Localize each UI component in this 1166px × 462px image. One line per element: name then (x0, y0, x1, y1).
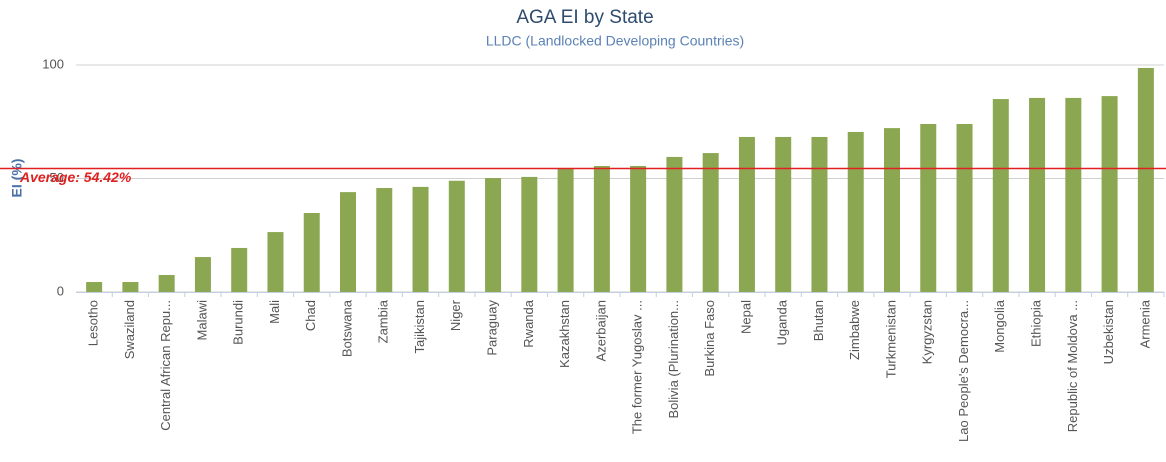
bar (1101, 96, 1118, 292)
bar (811, 136, 828, 292)
x-tick-label: Swaziland (122, 300, 137, 359)
bar (303, 213, 320, 292)
y-tick-label: 100 (42, 56, 64, 71)
bar (884, 128, 900, 292)
x-tick-label: Zimbabwe (847, 300, 862, 360)
chart-subtitle: LLDC (Landlocked Developing Countries) (486, 33, 744, 49)
bar (593, 166, 610, 292)
bar (630, 166, 647, 292)
x-tick-label: Uganda (775, 299, 790, 345)
bar (485, 178, 502, 292)
x-tick-label: Central African Repu... (158, 300, 173, 431)
bar (775, 136, 792, 292)
x-tick-label: Republic of Moldova ... (1065, 300, 1080, 432)
x-tick-label: Azerbaijan (593, 300, 608, 361)
x-tick-label: Tajikistan (412, 300, 427, 353)
average-label: Average: 54.42% (19, 169, 132, 185)
bar (557, 168, 574, 292)
bar (521, 176, 538, 292)
x-tick-label: Kazakhstan (557, 300, 572, 368)
x-tick-label: Armenia (1137, 299, 1152, 348)
x-tick-label: Kyrgyzstan (920, 300, 935, 364)
x-tick-label: Ethiopia (1029, 299, 1044, 347)
x-tick-label: Bolivia (Plurination... (666, 300, 681, 419)
x-tick-label: Mongolia (992, 299, 1007, 353)
bar (122, 282, 139, 292)
y-tick-label: 0 (57, 283, 64, 298)
x-tick-label: Zambia (376, 299, 391, 343)
bar (448, 180, 465, 292)
x-tick-label: Chad (303, 300, 318, 331)
x-tick-label: Lesotho (86, 300, 101, 346)
x-tick-label: Mali (267, 300, 282, 324)
x-tick-label: Bhutan (811, 300, 826, 341)
x-tick-label: Uzbekistan (1101, 300, 1116, 364)
bar (920, 124, 937, 293)
bar (666, 156, 683, 292)
x-tick-label: Burkina Faso (702, 300, 717, 377)
bar (738, 136, 755, 292)
x-tick-label: Nepal (738, 300, 753, 334)
bar (847, 131, 864, 292)
bar (992, 99, 1009, 292)
x-tick-label: Rwanda (521, 299, 536, 347)
bar (1137, 67, 1154, 293)
x-tick-label: The former Yugoslav ... (630, 300, 645, 434)
bar (376, 188, 393, 292)
x-tick-label: Paraguay (485, 300, 500, 356)
bar (86, 282, 103, 292)
bar (194, 257, 211, 292)
bar (702, 153, 719, 292)
x-tick-label: Malawi (194, 300, 209, 341)
bar (1065, 97, 1082, 292)
bar (1029, 97, 1046, 292)
x-tick-label: Lao People's Democra... (956, 300, 971, 442)
bar (340, 192, 356, 292)
y-tick-label: 50 (50, 170, 64, 185)
chart-title: AGA EI by State (516, 7, 653, 28)
bar (412, 186, 429, 292)
x-tick-label: Niger (448, 299, 463, 331)
x-tick-label: Botswana (339, 299, 354, 357)
bar (267, 232, 284, 292)
bar (158, 274, 175, 292)
x-tick-label: Burundi (231, 300, 246, 345)
bar (956, 124, 973, 293)
bar (231, 247, 248, 292)
x-tick-label: Turkmenistan (883, 300, 898, 378)
